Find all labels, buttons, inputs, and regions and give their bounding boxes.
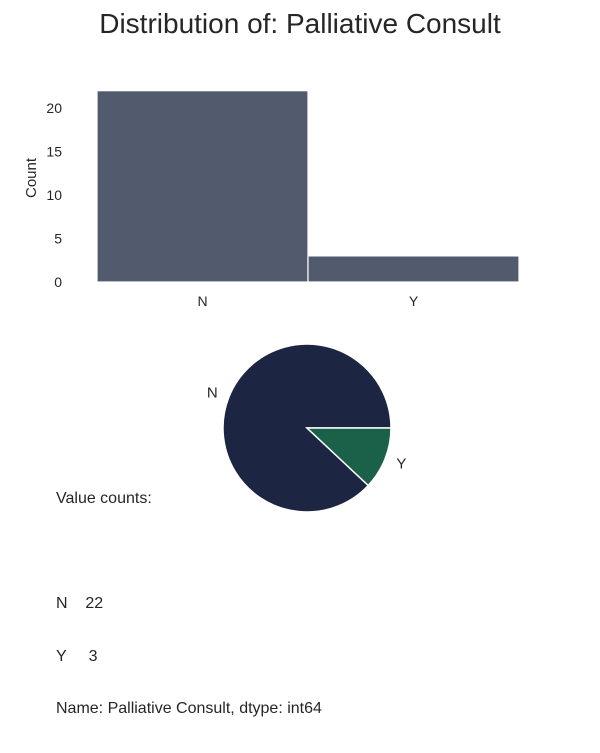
- x-tick-label: Y: [409, 293, 419, 309]
- bar-n: [97, 91, 308, 282]
- value-count-row-n: N 22: [56, 595, 322, 613]
- value-counts-text: Value counts: N 22 Y 3 Name: Palliative …: [56, 455, 322, 753]
- bar-y: [308, 256, 519, 282]
- pie-label-y: Y: [396, 455, 406, 472]
- chart-title: Distribution of: Palliative Consult: [99, 8, 501, 39]
- figure: Distribution of: Palliative Consult Coun…: [0, 0, 600, 600]
- value-counts-footer: Name: Palliative Consult, dtype: int64: [56, 700, 322, 718]
- y-tick-label: 5: [54, 231, 62, 247]
- bar-chart: Count N Y 0 5 10 15 20: [23, 91, 519, 309]
- y-tick-label: 0: [54, 274, 62, 290]
- pie-label-n: N: [207, 385, 218, 402]
- y-tick-label: 10: [46, 187, 62, 203]
- y-tick-label: 20: [46, 100, 62, 116]
- y-tick-label: 15: [46, 144, 62, 160]
- value-counts-heading: Value counts:: [56, 490, 322, 508]
- x-tick-label: N: [197, 293, 207, 309]
- value-count-row-y: Y 3: [56, 648, 322, 666]
- y-axis-label: Count: [23, 157, 40, 198]
